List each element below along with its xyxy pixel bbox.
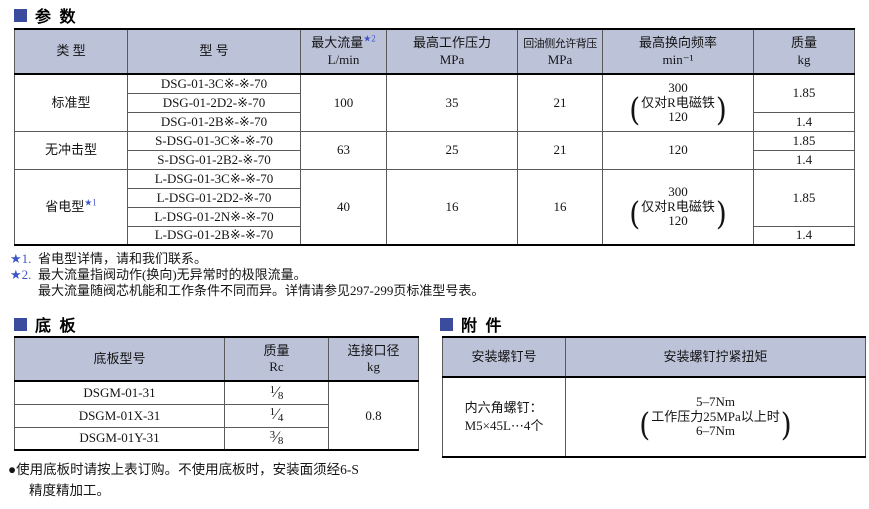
frequency-cell: 300 ( 仅对R电磁铁 120 ) [602,168,754,246]
table-row: DSGM-01X-31 1 ⁄ 4 [14,403,419,428]
accessories-header-row: 安装螺钉号 安装螺钉拧紧扭矩 [442,336,866,378]
big-lparen: ( [629,194,641,233]
type-cell-standard: 标准型 [14,73,128,132]
back-pressure-cell: 21 [517,73,603,132]
model-cell: L-DSG-01-2N※-※-70 [127,206,301,227]
model-cell: L-DSG-01-2D2-※-70 [127,187,301,208]
footnote-ref-1: ★1 [84,197,97,208]
section-title-text: 附 件 [461,318,504,335]
section-title-text: 参 数 [35,9,78,26]
header-max-flow: 最大流量★2 L/min [300,28,387,75]
subplate-model-cell: DSGM-01-31 [14,380,225,405]
back-pressure-cell: 16 [517,168,603,246]
header-torque: 安装螺钉拧紧扭矩 [565,336,866,378]
header-screw: 安装螺钉号 [442,336,566,378]
table-row: L-DSG-01-2D2-※-70 [15,187,855,208]
thread-size-cell: 1 ⁄ 8 [224,380,329,405]
bullet-icon: ● [8,462,17,477]
header-max-pressure: 最高工作压力 MPa [386,28,518,75]
footnote-2: ★2. 最大流量指阀动作(换向)无异常时的极限流量。 [10,267,484,283]
header-subplate-weight: 质量 Rc [224,336,329,382]
pressure-cell: 16 [386,168,518,246]
parameters-table: 类 型 型 号 最大流量★2 L/min 最高工作压力 MPa 回油侧允许背压 … [14,28,855,246]
section-title-accessories: 附 件 [440,312,503,336]
header-subplate-port: 连接口径 kg [328,336,419,382]
model-cell: S-DSG-01-3C※-※-70 [127,130,301,151]
footnote-1: ★1. 省电型详情，请和我们联系。 [10,251,484,267]
section-title-parameters: 参 数 [14,3,77,27]
weight-cell: 1.85 [753,168,855,227]
header-weight: 质量 kg [753,28,855,75]
footnote-marker: ★2. [10,267,32,283]
header-model: 型 号 [127,28,301,75]
back-pressure-cell: 21 [517,130,603,170]
type-cell-shockless: 无冲击型 [14,130,128,170]
pressure-cell: 25 [386,130,518,170]
header-switch-frequency: 最高换向频率 min⁻¹ [602,28,754,75]
frequency-cell: 300 ( 仅对R电磁铁 120 ) [602,73,754,132]
header-subplate-model: 底板型号 [14,336,225,382]
table-row: DSGM-01-31 1 ⁄ 8 0.8 [14,380,419,451]
table-row: 无冲击型 S-DSG-01-3C※-※-70 63 25 21 120 1.85 [14,130,855,170]
thread-size-cell: 1 ⁄ 4 [224,403,329,428]
subplate-weight-cell: 0.8 [328,380,419,451]
table-row: L-DSG-01-2B※-※-70 1.4 [15,225,855,246]
big-rparen: ) [715,194,727,233]
table-row: 标准型 DSG-01-3C※-※-70 100 35 21 300 ( 仅对R电… [14,73,855,132]
thread-size-cell: 3 ⁄ 8 [224,426,329,451]
section-marker-icon [14,8,27,22]
weight-cell: 1.4 [753,225,855,246]
model-cell: L-DSG-01-2B※-※-70 [127,225,301,246]
model-cell: S-DSG-01-2B2-※-70 [127,149,301,170]
screw-spec-cell: 内六角螺钉： M5×45L⋯4个 [442,376,566,458]
section-title-text: 底 板 [35,318,78,335]
model-cell: DSG-01-3C※-※-70 [127,73,301,94]
table-row: S-DSG-01-2B2-※-70 1.4 [15,149,855,170]
header-type: 类 型 [14,28,128,75]
flow-cell: 40 [300,168,387,246]
big-lparen: ( [629,90,641,129]
torque-cell: 5–7Nm ( 工作压力25MPa以上时 6–7Nm ) [565,376,866,458]
accessories-table: 安装螺钉号 安装螺钉拧紧扭矩 内六角螺钉： M5×45L⋯4个 5–7Nm ( … [442,336,866,458]
subplate-model-cell: DSGM-01Y-31 [14,426,225,451]
flow-cell: 63 [300,130,387,170]
footnote-marker: ★1. [10,251,32,266]
footnote-text: 最大流量指阀动作(换向)无异常时的极限流量。 [38,267,307,283]
header-back-pressure: 回油侧允许背压 MPa [517,28,603,75]
table-row: DSGM-01Y-31 3 ⁄ 8 [14,426,419,451]
pressure-cell: 35 [386,73,518,132]
model-cell: DSG-01-2D2-※-70 [127,92,301,113]
footnotes: ★1. 省电型详情，请和我们联系。 ★2. 最大流量指阀动作(换向)无异常时的极… [10,251,484,299]
table-row: 内六角螺钉： M5×45L⋯4个 5–7Nm ( 工作压力25MPa以上时 6–… [442,376,866,458]
big-rparen: ) [715,90,727,129]
subplate-header-row: 底板型号 质量 Rc 连接口径 kg [14,336,419,382]
subplate-note: ●使用底板时请按上表订购。不使用底板时，安装面须经6-S 精度精加工。 [8,462,359,498]
subplate-table: 底板型号 质量 Rc 连接口径 kg DSGM-01-31 1 ⁄ 8 0.8 DS… [14,336,419,451]
big-lparen: ( [639,405,651,443]
subplate-model-cell: DSGM-01X-31 [14,403,225,428]
section-marker-icon [440,317,453,331]
section-title-subplate: 底 板 [14,312,77,336]
footnote-ref-2: ★2 [363,33,376,44]
type-cell-power-saving: 省电型★1 [14,168,128,246]
weight-cell: 1.85 [753,130,855,151]
parameters-header-row: 类 型 型 号 最大流量★2 L/min 最高工作压力 MPa 回油侧允许背压 … [14,28,855,75]
section-marker-icon [14,317,27,331]
flow-cell: 100 [300,73,387,132]
weight-cell: 1.4 [753,111,855,132]
footnote-text: 省电型详情，请和我们联系。 [38,251,208,266]
weight-cell: 1.85 [753,73,855,113]
weight-cell: 1.4 [753,149,855,170]
model-cell: L-DSG-01-3C※-※-70 [127,168,301,189]
model-cell: DSG-01-2B※-※-70 [127,111,301,132]
table-row: 省电型★1 L-DSG-01-3C※-※-70 40 16 16 300 ( 仅… [14,168,855,246]
big-rparen: ) [780,405,792,443]
frequency-cell: 120 [602,130,754,170]
footnote-2-continued: 最大流量随阀芯机能和工作条件不同而异。详情请参见297-299页标准型号表。 [38,283,485,299]
